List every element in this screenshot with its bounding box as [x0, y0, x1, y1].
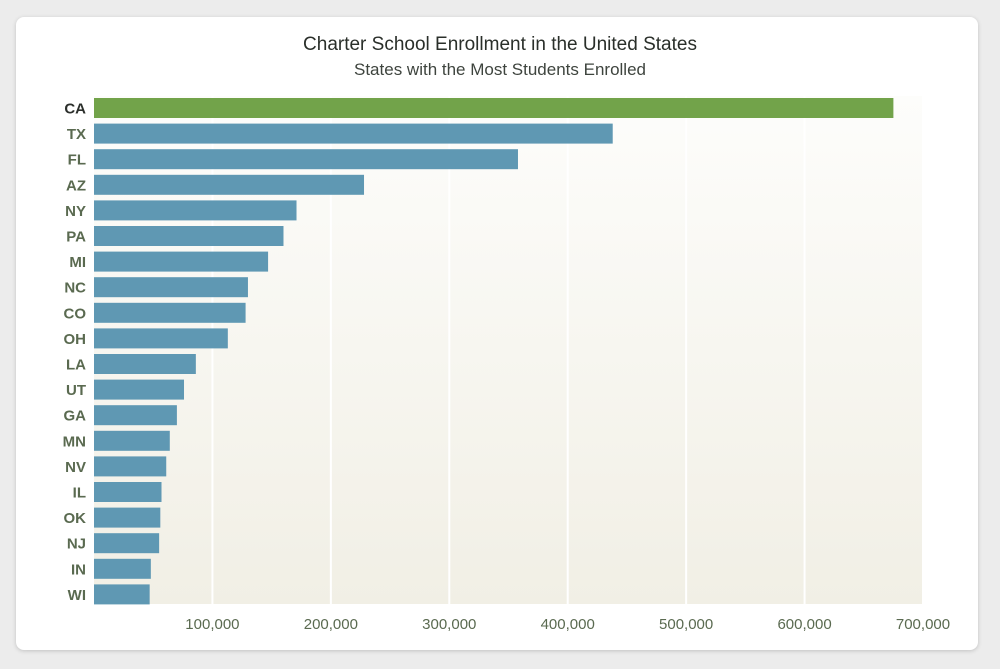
category-label-ga: GA — [64, 408, 87, 425]
category-label-pa: PA — [66, 229, 86, 246]
bar-nv — [94, 456, 167, 477]
bar-la — [94, 354, 196, 374]
x-tick-label: 600,000 — [777, 616, 831, 633]
chart-title: Charter School Enrollment in the United … — [303, 34, 697, 55]
category-label-tx: TX — [67, 126, 86, 143]
x-axis-ticks: 100,000 200,000 300,000 400,000 500,000 600,0… — [185, 616, 950, 633]
bar-pa — [94, 226, 284, 246]
category-label-mn: MN — [63, 433, 86, 450]
category-label-ny: NY — [65, 203, 86, 220]
category-label-ca: CA — [64, 101, 86, 118]
plot-area — [94, 96, 923, 604]
category-label-ok: OK — [64, 510, 87, 527]
category-label-la: LA — [66, 357, 86, 374]
x-tick-label: 200,000 — [304, 616, 358, 633]
bar-ny — [94, 200, 297, 221]
category-label-ut: UT — [66, 382, 86, 399]
bars — [94, 98, 894, 605]
category-label-oh: OH — [64, 331, 87, 348]
bar-fl — [94, 149, 518, 170]
bar-tx — [94, 123, 613, 144]
bar-ca — [94, 98, 894, 118]
x-tick-label: 300,000 — [422, 616, 476, 633]
bar-co — [94, 302, 246, 323]
category-label-wi: WI — [68, 587, 86, 604]
category-labels: CA TX FL AZ NY PA MI NC CO OH LA UT GA MN NV IL OK NJ IN WI — [63, 101, 87, 604]
category-label-nv: NV — [65, 459, 86, 476]
bar-in — [94, 558, 151, 579]
bar-ga — [94, 405, 177, 426]
category-label-nj: NJ — [67, 536, 86, 553]
bar-wi — [94, 584, 150, 605]
category-label-il: IL — [73, 485, 86, 502]
x-tick-label: 100,000 — [185, 616, 239, 633]
bar-nj — [94, 533, 160, 554]
bar-oh — [94, 328, 228, 349]
bar-ut — [94, 379, 185, 400]
chart-subtitle: States with the Most Students Enrolled — [354, 60, 646, 79]
bar-il — [94, 482, 162, 502]
x-tick-label: 700,000 — [896, 616, 950, 633]
category-label-co: CO — [64, 305, 87, 322]
bar-mn — [94, 430, 170, 451]
category-label-az: AZ — [66, 177, 86, 194]
bar-nc — [94, 277, 248, 298]
bar-ok — [94, 507, 161, 528]
category-label-nc: NC — [64, 280, 86, 297]
category-label-fl: FL — [68, 152, 86, 169]
bar-az — [94, 174, 365, 195]
x-tick-label: 500,000 — [659, 616, 713, 633]
category-label-in: IN — [71, 561, 86, 578]
bar-mi — [94, 251, 269, 272]
category-label-mi: MI — [69, 254, 86, 271]
x-tick-label: 400,000 — [541, 616, 595, 633]
gridlines — [211, 96, 924, 604]
